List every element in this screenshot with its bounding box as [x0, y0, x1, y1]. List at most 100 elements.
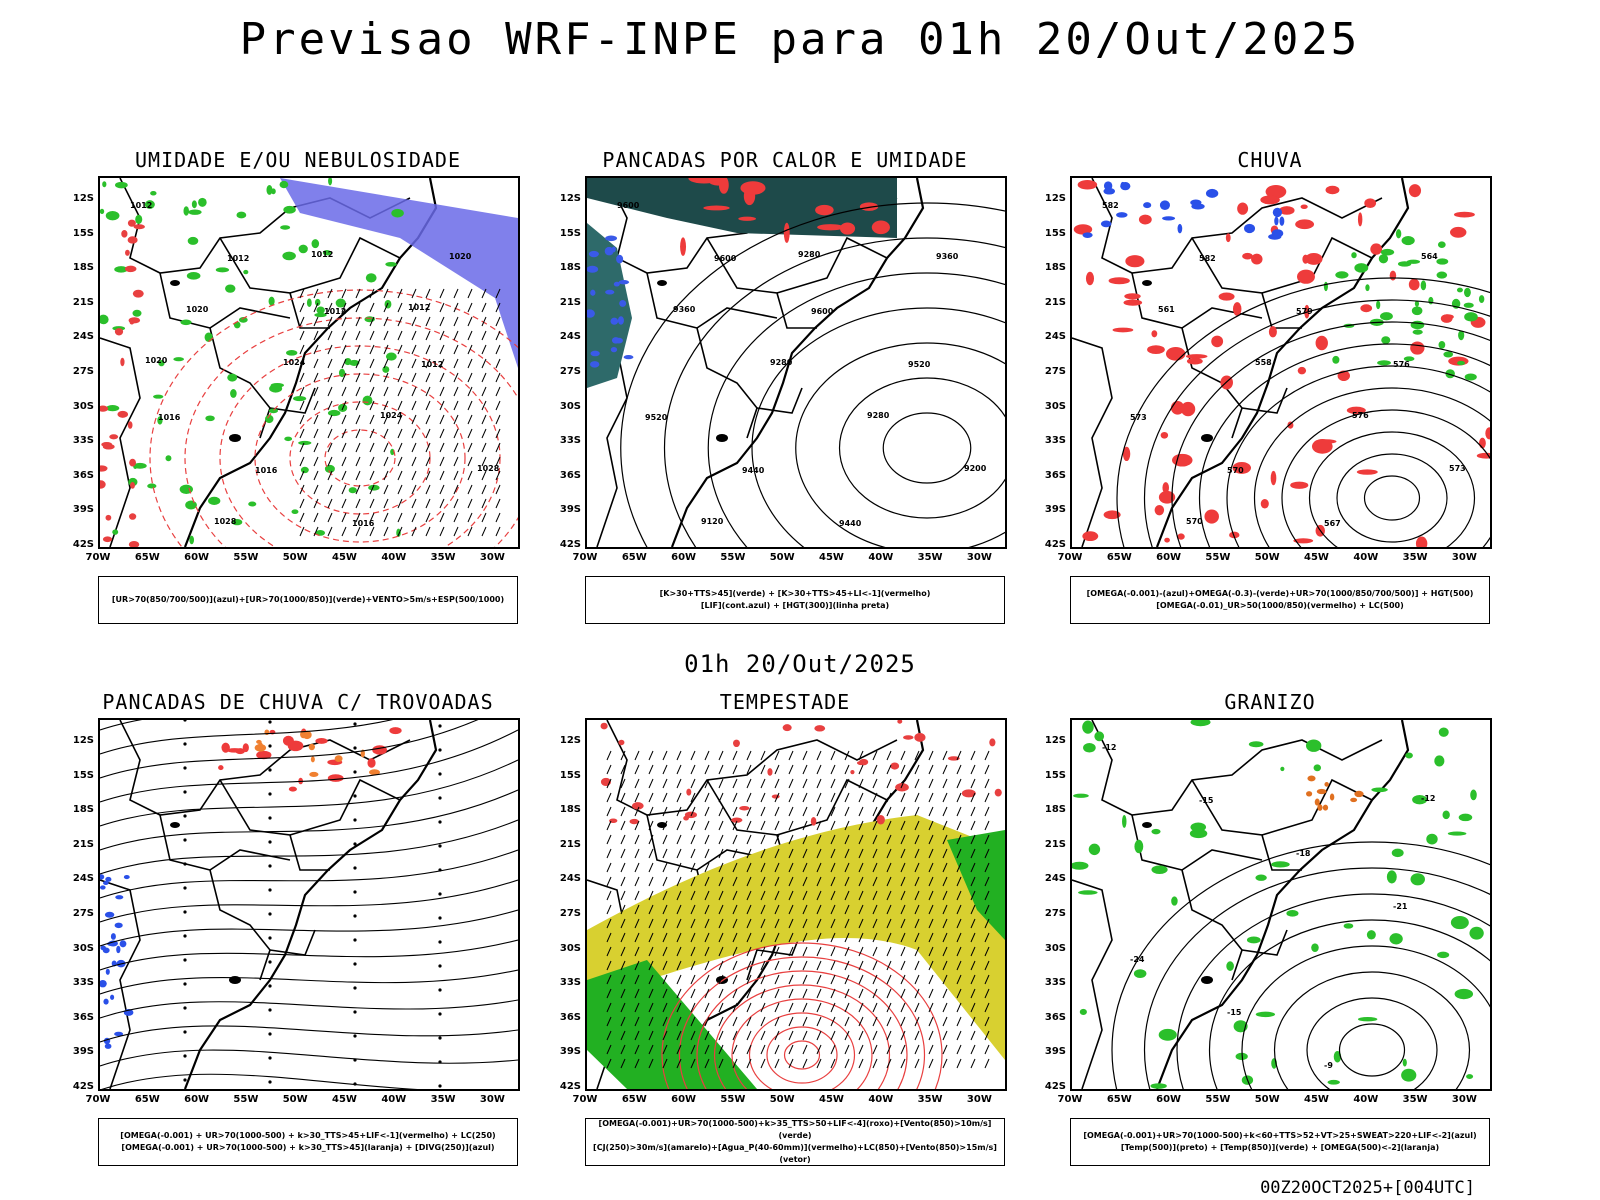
wind-vector [606, 1044, 612, 1055]
wind-vector [760, 1016, 766, 1027]
wind-vector [369, 344, 375, 355]
contour-label: 1012 [421, 360, 443, 369]
omega-ur-red-area [1077, 180, 1098, 190]
lon-label: 30W [479, 1094, 505, 1105]
wind-vector [760, 834, 766, 845]
wind-vector [662, 834, 668, 845]
wind-vector [872, 820, 878, 831]
humidity-1000-850-area [282, 251, 296, 261]
wind-vector [844, 1016, 850, 1027]
wind-vector [760, 1058, 766, 1069]
wind-vector [872, 918, 878, 929]
wind-vector [984, 792, 990, 803]
streamline-arrow [183, 814, 187, 818]
streamline-arrow [183, 934, 187, 938]
wind-vector [984, 1002, 990, 1013]
wind-vector [481, 400, 487, 411]
wind-vector [788, 876, 794, 887]
divg-blue-area [102, 947, 110, 954]
wind-vector [746, 1044, 752, 1055]
wind-vector [718, 764, 724, 775]
lon-label: 40W [381, 1094, 407, 1105]
lif-contour [588, 250, 599, 258]
lat-label: 18S [1044, 804, 1066, 816]
wind-vector [956, 890, 962, 901]
wind-vector [900, 764, 906, 775]
wind-vector [648, 904, 654, 915]
wind-vector [816, 918, 822, 929]
wind-vector [872, 946, 878, 957]
omega-blue-area [1272, 207, 1283, 218]
panel-tempestade: TEMPESTADE 12S 15S 18S 21S 24S 27S 30S 33S 36S 39S… [545, 690, 1025, 1170]
wind-vector [984, 834, 990, 845]
lif-contour [590, 350, 600, 357]
wind-vector [928, 876, 934, 887]
wind-vector [606, 848, 612, 859]
temp850-green-contour [1190, 822, 1207, 832]
lat-label: 15S [559, 769, 581, 781]
hgt500-contour [1336, 453, 1448, 543]
wind-vector [662, 1030, 668, 1041]
wind-vector [313, 456, 319, 467]
wind-vector [606, 778, 612, 789]
omega-green-area [1457, 360, 1465, 366]
wind-850-green-area [587, 960, 757, 1089]
wind-vector [802, 946, 808, 957]
agua-p-red-area [609, 818, 618, 824]
wind-vector [942, 1044, 948, 1055]
omega-blue-area [1082, 232, 1093, 238]
wind-vector [676, 792, 682, 803]
omega-ur-red-area [1162, 482, 1170, 494]
wind-vector [341, 358, 347, 369]
k-tts-li-red-area [817, 224, 844, 231]
wind-vector [732, 918, 738, 929]
humidity-1000-850-area [114, 266, 128, 273]
lon-label: 50W [769, 552, 795, 563]
humidity-1000-850-area [150, 191, 157, 196]
thickness-contour [102, 443, 115, 450]
lon-label: 65W [621, 552, 647, 563]
wind-vector [453, 414, 459, 425]
wind-vector [956, 848, 962, 859]
wind-vector [439, 344, 445, 355]
wind-vector [886, 1044, 892, 1055]
wind-vector [327, 358, 333, 369]
wind-vector [425, 428, 431, 439]
omega-blue-area [1159, 200, 1170, 210]
wind-vector [970, 848, 976, 859]
legend-box: [OMEGA(-0.001)+UR>70(1000-500)+k>35_TTS>… [585, 1118, 1005, 1166]
wind-vector [676, 946, 682, 957]
humidity-1000-850-area [231, 518, 243, 526]
wind-vector [718, 1030, 724, 1041]
wind-vector [886, 1002, 892, 1013]
humidity-1000-850-area [365, 273, 377, 283]
streamline-arrow [183, 886, 187, 890]
streamline-arrow [353, 1010, 357, 1014]
humidity-1000-850-area [198, 197, 207, 207]
wind-vector [481, 456, 487, 467]
wind-vector [369, 442, 375, 453]
omega-green-area [1412, 329, 1423, 335]
wind-vector [816, 988, 822, 999]
wind-vector [634, 1058, 640, 1069]
wind-vector [662, 820, 668, 831]
streamline-arrow [183, 958, 187, 962]
lon-label: 45W [1304, 1094, 1329, 1105]
wind-vector [858, 848, 864, 859]
divg-blue-area [116, 945, 121, 954]
wind-vector [970, 1058, 976, 1069]
wind-vector [970, 988, 976, 999]
wind-vector [606, 764, 612, 775]
wind-vector [383, 302, 389, 313]
wind-vector [327, 442, 333, 453]
wind-vector [634, 862, 640, 873]
k-tts-li-red-area [859, 202, 879, 211]
lat-label: 24S [1044, 873, 1066, 885]
wind-vector [397, 400, 403, 411]
temp850-green-contour [1470, 789, 1477, 801]
omega-ur-red-area [1300, 204, 1308, 210]
lif-contour [613, 281, 620, 287]
humidity-1000-850-area [348, 487, 357, 494]
wind-vector [732, 1016, 738, 1027]
wind-vector [495, 414, 501, 425]
